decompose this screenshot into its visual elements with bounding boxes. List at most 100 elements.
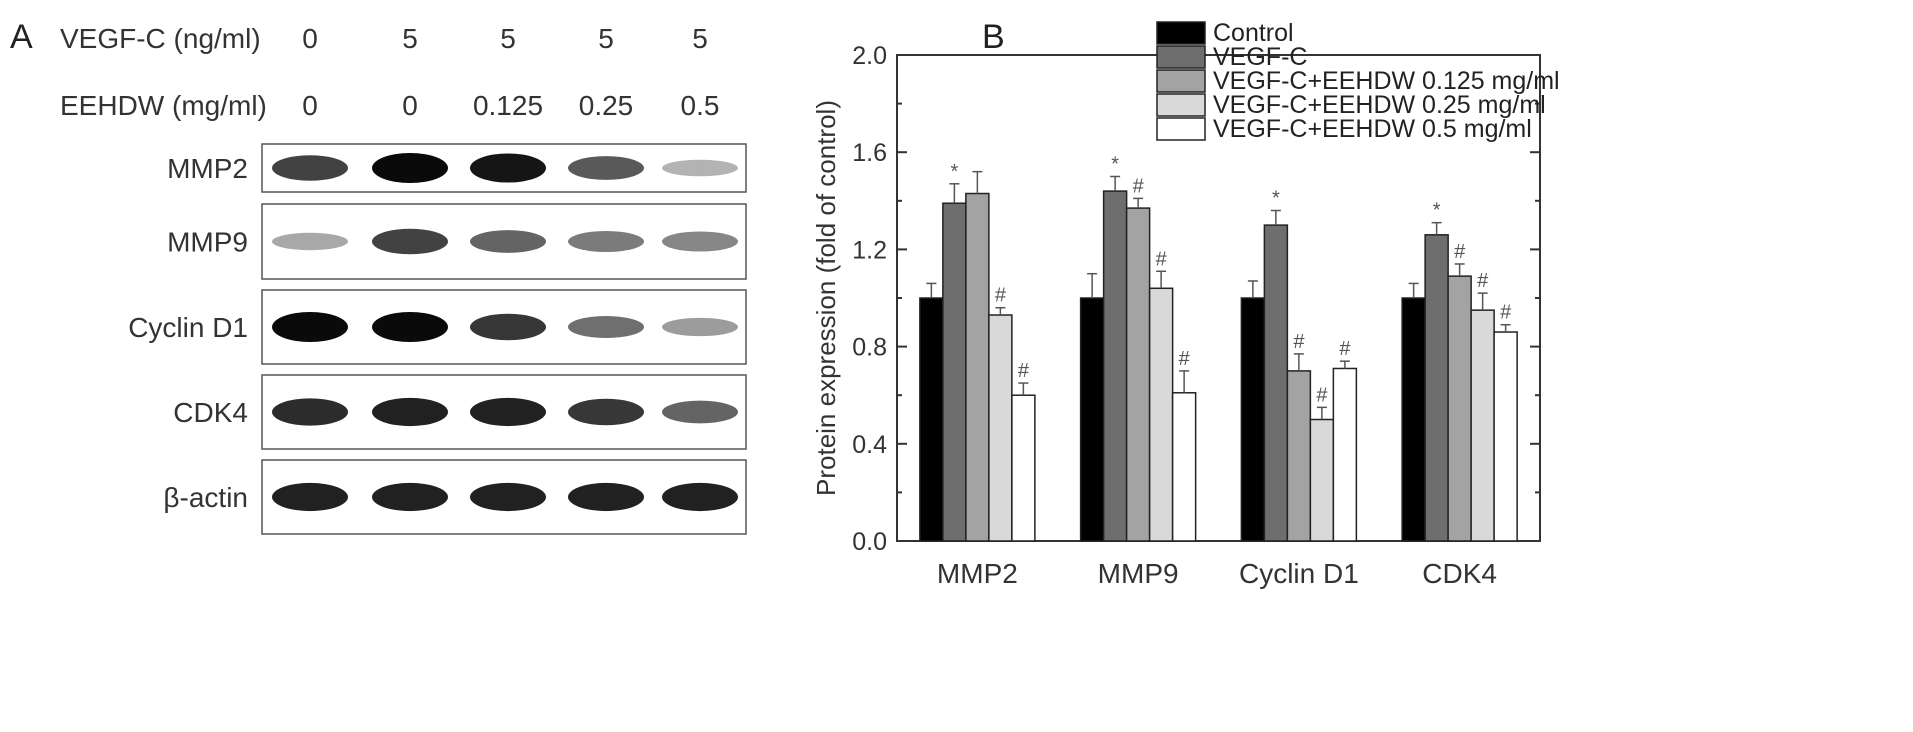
blot-band-2	[372, 153, 448, 183]
blot-band-4	[568, 156, 644, 180]
vegf-c-condition-label: VEGF-C (ng/ml)	[60, 23, 261, 54]
y-tick-label: 1.2	[852, 236, 887, 264]
blot-band-4	[568, 231, 644, 252]
blot-band-5	[662, 482, 738, 512]
blot-band-2	[372, 397, 448, 427]
vegf-c-dose-1: 0	[302, 23, 318, 54]
bar-group-cyclin-d1: * # # # Cyclin D1	[1239, 188, 1359, 589]
x-category-label: CDK4	[1422, 558, 1497, 589]
y-tick-label: 0.0	[852, 528, 887, 556]
significance-mark: #	[1156, 248, 1168, 270]
bar	[1309, 418, 1335, 542]
blot-band-4	[568, 398, 644, 426]
significance-mark: #	[1018, 360, 1030, 382]
significance-mark: #	[1454, 241, 1466, 263]
blot-band-3	[470, 313, 546, 341]
blot-band-1	[272, 155, 348, 181]
blot-band-1	[272, 398, 348, 426]
bar	[1102, 190, 1128, 542]
x-category-label: MMP2	[937, 558, 1018, 589]
y-axis-label: Protein expression (fold of control)	[811, 100, 841, 496]
bar	[942, 202, 967, 542]
bar	[1493, 331, 1518, 542]
vegf-c-dose-4: 5	[598, 23, 614, 54]
bar	[1171, 392, 1197, 542]
blot-label: β-actin	[163, 482, 248, 513]
bar	[965, 192, 990, 542]
vegf-c-dose-values: 0 5 5 5 5	[302, 23, 708, 54]
blot-band-3	[470, 482, 546, 512]
legend-label: Control	[1213, 19, 1294, 47]
blot-row-mmp9: MMP9	[167, 203, 747, 280]
legend-swatch	[1156, 21, 1206, 45]
bar	[1125, 207, 1151, 542]
chart-axes: 0.0 0.4 0.8 1.2 1.6 2.0	[852, 42, 1541, 556]
eehdw-dose-5: 0.5	[681, 90, 720, 121]
eehdw-dose-3: 0.125	[473, 90, 543, 121]
eehdw-dose-values: 0 0 0.125 0.25 0.5	[302, 90, 719, 121]
eehdw-dose-4: 0.25	[579, 90, 634, 121]
y-tick-label: 0.4	[852, 431, 887, 459]
legend-label: VEGF-C+EEHDW 0.125 mg/ml	[1213, 67, 1560, 95]
eehdw-condition-label: EEHDW (mg/ml)	[60, 90, 267, 121]
bar	[1286, 370, 1312, 542]
y-tick-label: 1.6	[852, 139, 887, 167]
blot-label: MMP9	[167, 227, 248, 258]
blot-band-2	[372, 228, 448, 255]
blot-label: MMP2	[167, 153, 248, 184]
legend-label: VEGF-C+EEHDW 0.5 mg/ml	[1213, 115, 1532, 143]
bar	[1148, 287, 1174, 542]
blot-band-1	[272, 232, 348, 251]
significance-mark: *	[950, 161, 958, 183]
blot-band-4	[568, 482, 644, 512]
bar	[919, 297, 944, 542]
bar	[1332, 367, 1358, 542]
bar	[1401, 297, 1426, 542]
blot-band-4	[568, 316, 644, 338]
blot-row-cdk4: CDK4	[173, 374, 747, 450]
significance-mark: #	[1179, 348, 1191, 370]
blot-band-5	[662, 400, 738, 424]
bar	[1263, 224, 1289, 542]
significance-mark: #	[995, 285, 1007, 307]
legend-item: Control	[1156, 19, 1294, 47]
blot-band-1	[272, 312, 348, 342]
blot-label: Cyclin D1	[128, 312, 248, 343]
x-category-label: Cyclin D1	[1239, 558, 1359, 589]
blot-band-2	[372, 482, 448, 512]
legend-item: VEGF-C+EEHDW 0.5 mg/ml	[1156, 115, 1532, 143]
eehdw-dose-2: 0	[402, 90, 418, 121]
significance-mark: *	[1111, 154, 1119, 176]
panel-b-bar-chart: B Protein expression (fold of control) 0…	[811, 18, 1560, 589]
significance-mark: #	[1316, 384, 1328, 406]
blot-label: CDK4	[173, 397, 248, 428]
legend-label: VEGF-C	[1213, 43, 1307, 71]
eehdw-dose-1: 0	[302, 90, 318, 121]
significance-mark: #	[1477, 270, 1489, 292]
bar	[1447, 275, 1472, 542]
significance-mark: #	[1293, 331, 1305, 353]
blot-row-cyclin-d1: Cyclin D1	[128, 289, 747, 365]
significance-mark: #	[1500, 302, 1512, 324]
y-tick-label: 2.0	[852, 42, 887, 70]
legend-label: VEGF-C+EEHDW 0.25 mg/ml	[1213, 91, 1546, 119]
significance-mark: #	[1133, 175, 1145, 197]
vegf-c-dose-5: 5	[692, 23, 708, 54]
blot-band-5	[662, 159, 738, 177]
legend-swatch	[1156, 117, 1206, 141]
blot-row-mmp2: MMP2	[167, 143, 747, 193]
bar	[988, 314, 1013, 542]
bar-group-mmp9: * # # # MMP9	[1079, 154, 1197, 589]
legend-item: VEGF-C+EEHDW 0.125 mg/ml	[1156, 67, 1560, 95]
panel-b-letter: B	[982, 18, 1005, 56]
legend-swatch	[1156, 69, 1206, 93]
blot-band-3	[470, 230, 546, 253]
legend-swatch	[1156, 93, 1206, 117]
blot-row--actin: β-actin	[163, 459, 747, 535]
bar	[1240, 297, 1266, 542]
chart-bars: * # # MMP2 * # # # MMP9 * # # # Cyclin D1 * # # # CDK4	[919, 154, 1518, 589]
bar-group-mmp2: * # # MMP2	[919, 161, 1036, 589]
blot-rows: MMP2 MMP9 Cyclin D1 CDK4 β-actin	[128, 143, 747, 535]
